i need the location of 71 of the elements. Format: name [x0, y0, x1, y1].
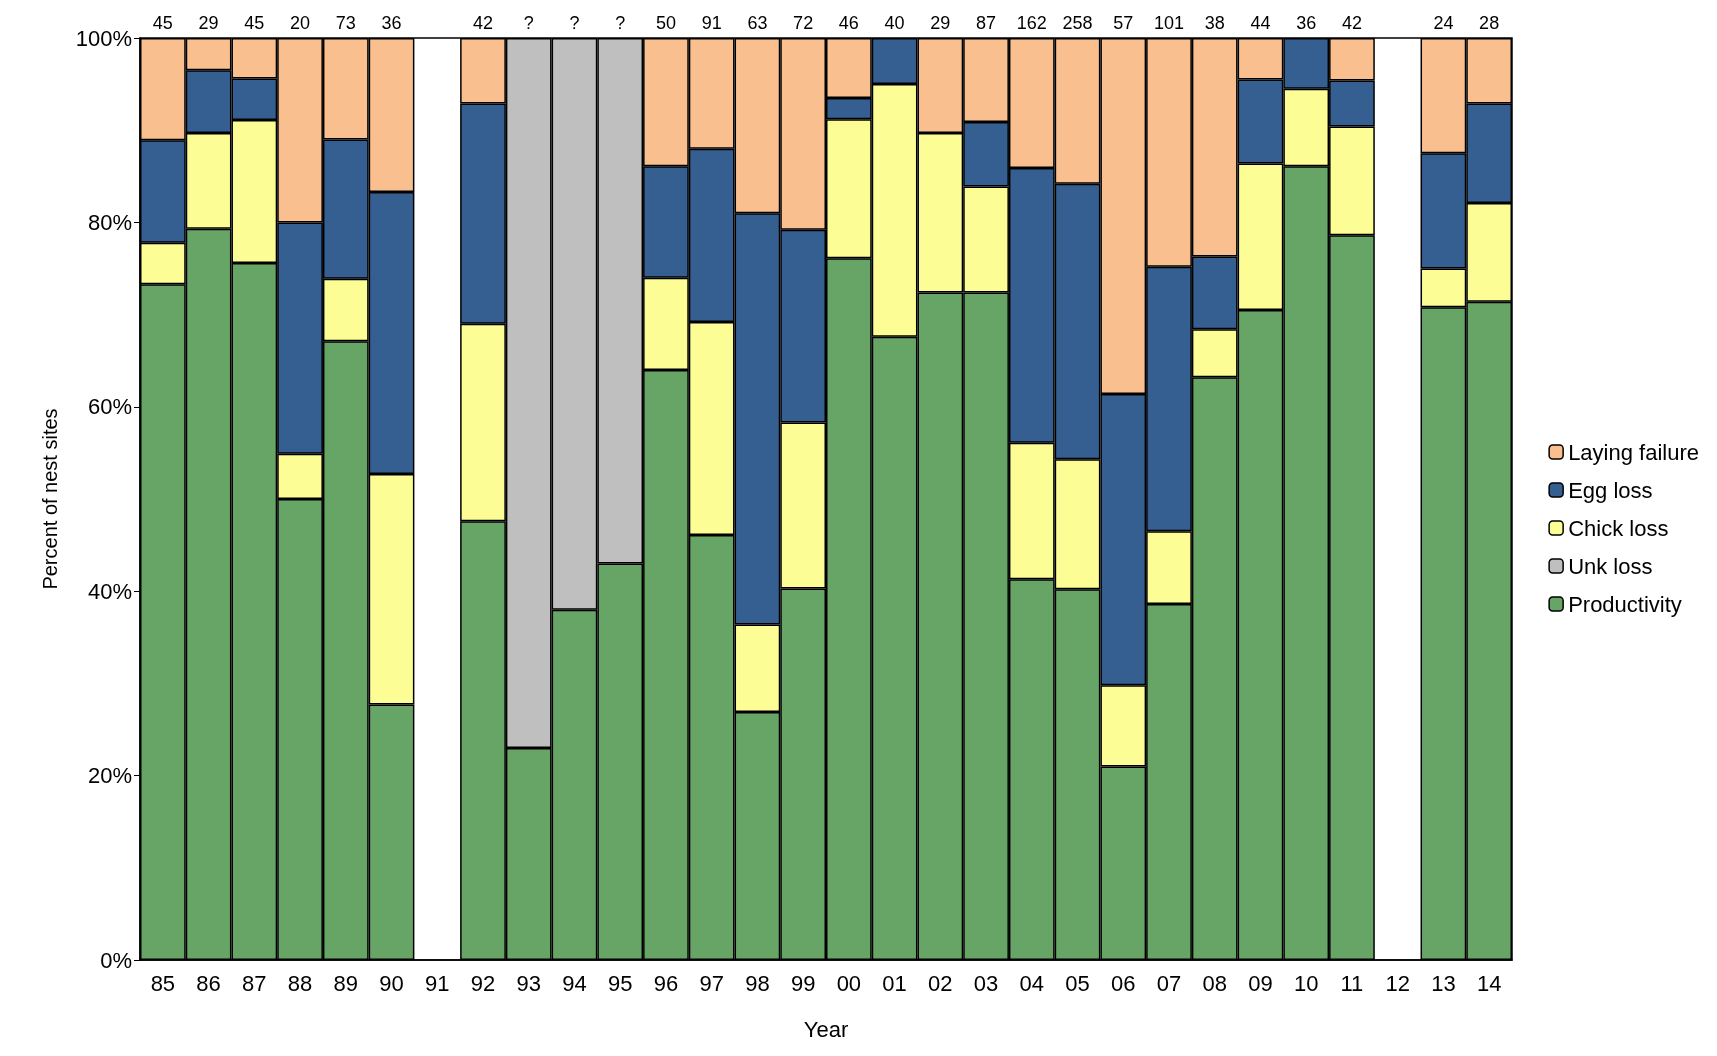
- annotation: 36: [381, 13, 402, 33]
- x-tick-label: 08: [1202, 970, 1227, 996]
- annotation: 28: [1479, 13, 1500, 33]
- annotation: 24: [1433, 13, 1454, 33]
- x-tick-label: 05: [1065, 970, 1090, 996]
- annotation: 46: [838, 13, 859, 33]
- legend-label: Unk loss: [1568, 553, 1653, 579]
- x-tick-label: 86: [196, 970, 221, 996]
- annotation: 57: [1113, 13, 1134, 33]
- x-tick-label: 09: [1248, 970, 1273, 996]
- annotation: 20: [290, 13, 311, 33]
- x-tick-label: 88: [287, 970, 313, 996]
- x-tick-label: 03: [973, 970, 999, 996]
- x-tick-label: 94: [562, 970, 587, 996]
- annotation: 29: [930, 13, 951, 33]
- x-tick-label: 96: [653, 970, 679, 996]
- legend-label: Productivity: [1568, 591, 1682, 617]
- annotation: 162: [1016, 13, 1047, 33]
- x-tick-label: 07: [1156, 970, 1182, 996]
- x-tick-label: 10: [1293, 970, 1319, 996]
- annotation: 73: [335, 13, 356, 33]
- annotation: 40: [884, 13, 905, 33]
- x-tick-label: 11: [1340, 970, 1364, 996]
- annotation: 45: [152, 13, 173, 33]
- annotation: 29: [198, 13, 219, 33]
- y-axis-title: Percent of nest sites: [39, 408, 61, 590]
- y-tick-label: 80%: [87, 209, 132, 235]
- annotation: 45: [244, 13, 265, 33]
- annotation: 42: [472, 13, 494, 33]
- x-tick-label: 95: [607, 970, 633, 996]
- legend-label: Laying failure: [1568, 439, 1700, 465]
- x-tick-label: 91: [425, 970, 450, 996]
- x-tick-label: 99: [790, 970, 816, 996]
- annotation: 91: [701, 13, 722, 33]
- x-tick-label: 85: [150, 970, 176, 996]
- x-tick-label: 04: [1019, 970, 1045, 996]
- x-tick-label: 93: [516, 970, 541, 996]
- annotation: 42: [1341, 13, 1362, 33]
- y-tick-label: 60%: [87, 394, 132, 420]
- annotation: 72: [793, 13, 814, 33]
- x-tick-label: 13: [1431, 970, 1456, 996]
- annotation: 63: [747, 13, 768, 33]
- x-tick-label: 00: [836, 970, 862, 996]
- annotation: 101: [1153, 13, 1185, 33]
- annotation: 44: [1250, 13, 1271, 33]
- annotation: ?: [569, 13, 580, 33]
- y-tick-label: 40%: [87, 578, 132, 604]
- y-tick-label: 100%: [75, 25, 132, 51]
- annotation: 50: [655, 13, 676, 33]
- legend-label: Chick loss: [1568, 515, 1669, 541]
- y-tick-label: 20%: [87, 763, 132, 789]
- legend-label: Egg loss: [1568, 477, 1653, 503]
- x-tick-label: 06: [1111, 970, 1136, 996]
- x-tick-label: 92: [470, 970, 496, 996]
- x-tick-label: 98: [745, 970, 770, 996]
- x-tick-label: 01: [882, 970, 907, 996]
- x-tick-label: 02: [928, 970, 953, 996]
- annotation: ?: [615, 13, 626, 33]
- annotation: 38: [1204, 13, 1225, 33]
- y-tick-label: 0%: [100, 947, 132, 973]
- annotation: 258: [1062, 13, 1093, 33]
- x-tick-label: 87: [242, 970, 267, 996]
- x-axis-title: Year: [803, 1016, 849, 1042]
- x-tick-label: 90: [379, 970, 404, 996]
- annotation: 87: [976, 13, 997, 33]
- x-tick-label: 12: [1385, 970, 1410, 996]
- x-tick-label: 14: [1476, 970, 1502, 996]
- x-tick-label: 89: [333, 970, 359, 996]
- annotation: ?: [523, 13, 534, 33]
- x-tick-label: 97: [699, 970, 724, 996]
- annotation: 36: [1296, 13, 1317, 33]
